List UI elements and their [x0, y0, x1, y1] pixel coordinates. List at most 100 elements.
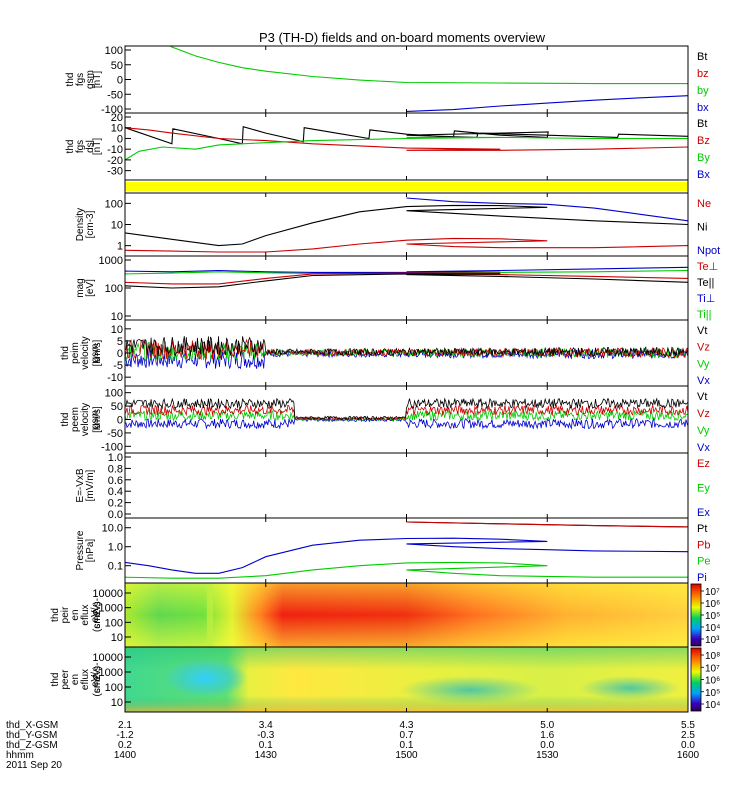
legend-entry: Bt — [697, 51, 707, 63]
ephemeris-label: thd_X-GSM — [6, 720, 58, 731]
colorbar-label: 10⁵ — [705, 611, 720, 622]
y-axis-label: [nPa] — [85, 539, 96, 563]
y-axis-label: dsl — [85, 140, 96, 153]
y-axis-label: gsm — [90, 344, 101, 363]
y-axis-label: (cm2-s- — [92, 598, 103, 632]
legend-entry: Ti⊥ — [697, 293, 715, 305]
velocity-traces — [125, 397, 688, 430]
series-line-Te|| — [125, 273, 688, 289]
legend-entry: Ez — [697, 458, 710, 470]
esa-mode-flag-bar — [125, 182, 688, 191]
panel-mag: 1000 100 10 mag [eV] Te⊥ Te|| Ti⊥ Ti|| — [75, 255, 718, 323]
y-axis-label: peim — [70, 342, 81, 364]
y-tick-label: 0 — [117, 348, 123, 360]
date-label: 2011 Sep 20 — [6, 760, 62, 771]
ephemeris-value: 3.4 — [259, 720, 273, 731]
ephemeris-value: 0.1 — [400, 740, 414, 751]
series-line-Pi — [125, 537, 688, 574]
series-line-Vx — [125, 417, 688, 430]
ephemeris-value: 1500 — [395, 750, 418, 761]
legend-entry: Ne — [697, 198, 711, 210]
y-tick-label: 0.8 — [108, 463, 123, 475]
ephemeris-value: 0.0 — [540, 740, 554, 751]
ephemeris-value: 1600 — [677, 750, 700, 761]
legend-entry: By — [697, 152, 710, 164]
y-axis-label: peir — [60, 606, 71, 623]
ephemeris-value: 5.5 — [681, 720, 695, 731]
ephemeris-value: -0.3 — [257, 730, 275, 741]
colorbar — [690, 583, 702, 647]
y-axis-label: fgs — [75, 140, 86, 153]
y-tick-label: 0.0 — [108, 509, 123, 521]
panel-efield: 1.00.80.60.40.20.0 E=-VxB [mV/m] Ez Ey Ex — [75, 452, 710, 521]
y-axis-label: en — [70, 674, 81, 685]
legend-entry: bz — [697, 68, 709, 80]
y-tick-label: 100 — [105, 617, 123, 629]
y-axis-label: [km/s] — [92, 339, 103, 366]
y-axis-label: Pressure — [75, 530, 86, 570]
series-line-Ni — [125, 204, 688, 247]
y-axis-label: (cm2-s- — [92, 663, 103, 697]
ephemeris-value: 1400 — [114, 750, 137, 761]
legend-entry: Vy — [697, 358, 710, 370]
y-axis-label: peer — [60, 669, 71, 690]
ephemeris-value: 0.7 — [400, 730, 414, 741]
spectrogram-stripe — [207, 583, 213, 647]
panel-frame — [124, 385, 689, 454]
legend-entry: Vt — [697, 391, 707, 403]
y-tick-label: 20 — [111, 112, 123, 124]
legend-entry: Vt — [697, 325, 707, 337]
series-line-Bz — [125, 127, 688, 151]
panel-density: 100 10 1 Density [cm-3] Ne Ni Npot — [75, 192, 720, 257]
ephemeris-label: thd_Y-GSM — [6, 730, 57, 741]
y-axis-label: Density — [75, 208, 86, 241]
y-tick-label: -50 — [107, 428, 123, 440]
series-group — [169, 46, 688, 112]
y-axis-label: sr-eV) — [92, 666, 103, 693]
panel-esa-flag — [124, 179, 689, 194]
ephemeris-value: 1530 — [536, 750, 559, 761]
series-line-Te⊥ — [125, 272, 688, 285]
legend-entry: by — [697, 85, 709, 97]
y-axis-label: thd — [60, 413, 71, 427]
y-axis-label: peem — [70, 407, 81, 432]
colorbar-label: 10⁷ — [705, 663, 720, 674]
series-line-Vt — [125, 336, 688, 358]
legend-entry: Bt — [697, 118, 707, 130]
colorbar-label: 10⁶ — [705, 599, 720, 610]
panel-pressure: 10.0 1.0 0.1 Pressure [nPa] Pt Pb Pe Pi — [75, 517, 710, 584]
y-tick-label: -100 — [101, 441, 123, 453]
spectrogram-band — [580, 676, 680, 700]
series-line-Pb — [406, 521, 688, 530]
spectrogram-shading — [125, 583, 688, 647]
y-tick-label: 10 — [111, 632, 123, 644]
y-axis-label: eflux — [80, 669, 91, 690]
colorbar-label: 10⁴ — [705, 623, 720, 634]
series-group — [125, 125, 688, 161]
y-tick-label: 100 — [105, 198, 123, 210]
y-tick-label: 1 — [117, 241, 123, 253]
y-axis-label: [km/s] — [92, 406, 103, 433]
y-tick-label: 0.6 — [108, 475, 123, 487]
y-axis-label: E=-VxB — [75, 468, 86, 503]
legend-entry: Ex — [697, 507, 710, 519]
y-tick-label: -50 — [107, 89, 123, 101]
y-tick-label: 0 — [117, 415, 123, 427]
legend-entry: Ti|| — [697, 309, 711, 321]
legend-entry: Pb — [697, 539, 710, 551]
y-tick-label: -5 — [113, 360, 123, 372]
y-tick-label: 10 — [111, 123, 123, 135]
legend-entry: Ni — [697, 222, 707, 234]
legend-entry: Bz — [697, 135, 710, 147]
ephemeris-value: 0.2 — [118, 740, 132, 751]
y-tick-label: 100 — [105, 388, 123, 400]
y-tick-label: 1000 — [99, 603, 123, 615]
panel-frame — [124, 192, 689, 257]
colorbar-label: 10⁴ — [705, 700, 720, 711]
series-group — [125, 263, 688, 289]
panel-frame — [124, 45, 689, 114]
y-axis-label: velocity — [80, 336, 91, 369]
y-tick-label: 50 — [111, 401, 123, 413]
